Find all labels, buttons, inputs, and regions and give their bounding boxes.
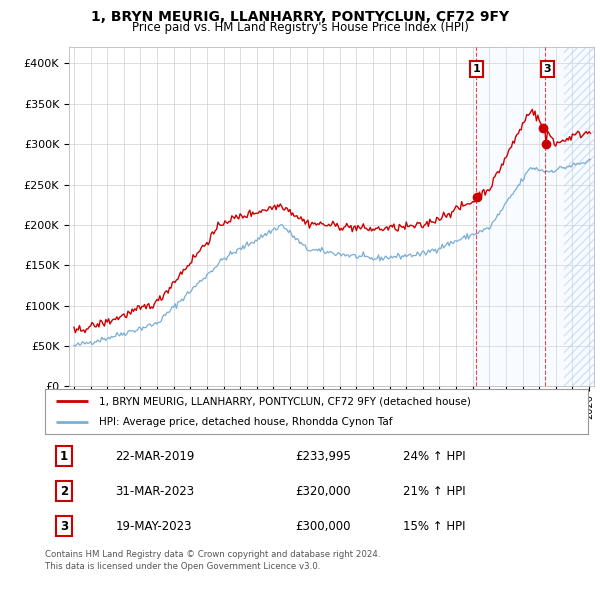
- Bar: [564, 47, 594, 386]
- Text: 24% ↑ HPI: 24% ↑ HPI: [403, 450, 466, 463]
- Text: £320,000: £320,000: [295, 484, 350, 498]
- Text: 19-MAY-2023: 19-MAY-2023: [116, 520, 192, 533]
- Text: 1, BRYN MEURIG, LLANHARRY, PONTYCLUN, CF72 9FY: 1, BRYN MEURIG, LLANHARRY, PONTYCLUN, CF…: [91, 10, 509, 24]
- Text: 1: 1: [60, 450, 68, 463]
- Text: 2: 2: [60, 484, 68, 498]
- Bar: [564, 47, 594, 386]
- Text: £300,000: £300,000: [295, 520, 350, 533]
- Text: 15% ↑ HPI: 15% ↑ HPI: [403, 520, 466, 533]
- Text: HPI: Average price, detached house, Rhondda Cynon Taf: HPI: Average price, detached house, Rhon…: [100, 417, 393, 427]
- Text: 21% ↑ HPI: 21% ↑ HPI: [403, 484, 466, 498]
- Bar: [476, 47, 594, 386]
- Text: 3: 3: [544, 64, 551, 74]
- Text: 3: 3: [60, 520, 68, 533]
- Text: 1: 1: [472, 64, 480, 74]
- Text: 22-MAR-2019: 22-MAR-2019: [116, 450, 195, 463]
- Text: Price paid vs. HM Land Registry's House Price Index (HPI): Price paid vs. HM Land Registry's House …: [131, 21, 469, 34]
- Text: Contains HM Land Registry data © Crown copyright and database right 2024.: Contains HM Land Registry data © Crown c…: [45, 550, 380, 559]
- Text: 31-MAR-2023: 31-MAR-2023: [116, 484, 195, 498]
- Text: 1, BRYN MEURIG, LLANHARRY, PONTYCLUN, CF72 9FY (detached house): 1, BRYN MEURIG, LLANHARRY, PONTYCLUN, CF…: [100, 396, 471, 407]
- Text: This data is licensed under the Open Government Licence v3.0.: This data is licensed under the Open Gov…: [45, 562, 320, 571]
- Text: £233,995: £233,995: [295, 450, 350, 463]
